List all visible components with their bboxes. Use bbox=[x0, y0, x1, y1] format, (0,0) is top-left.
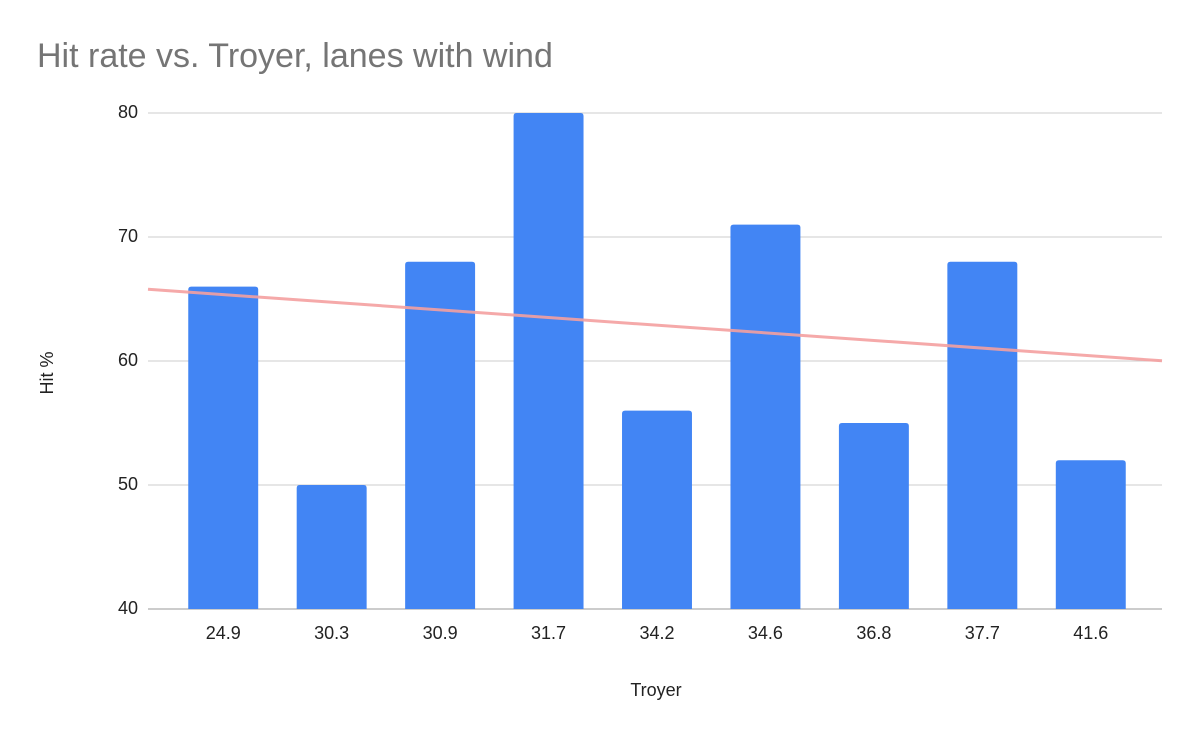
trendline bbox=[147, 287, 1163, 363]
bar bbox=[296, 485, 367, 609]
bar bbox=[188, 286, 259, 609]
bar bbox=[405, 261, 476, 609]
bar bbox=[947, 261, 1018, 609]
x-tick-label: 36.8 bbox=[856, 623, 891, 643]
bar bbox=[730, 224, 801, 609]
y-axis-label: Hit % bbox=[37, 351, 57, 394]
x-axis-label: Troyer bbox=[630, 680, 681, 700]
x-tick-label: 30.9 bbox=[423, 623, 458, 643]
y-tick-label: 80 bbox=[118, 102, 138, 122]
x-tick-label: 41.6 bbox=[1073, 623, 1108, 643]
x-tick-label: 24.9 bbox=[206, 623, 241, 643]
y-tick-label: 50 bbox=[118, 474, 138, 494]
x-tick-label: 34.6 bbox=[748, 623, 783, 643]
y-tick-label: 60 bbox=[118, 350, 138, 370]
x-tick-label: 34.2 bbox=[639, 623, 674, 643]
x-tick-label: 30.3 bbox=[314, 623, 349, 643]
x-tick-label: 37.7 bbox=[965, 623, 1000, 643]
y-tick-label: 70 bbox=[118, 226, 138, 246]
bar bbox=[838, 423, 909, 609]
bar bbox=[622, 410, 692, 609]
bar bbox=[513, 113, 584, 609]
bar bbox=[1055, 460, 1126, 609]
x-tick-label: 31.7 bbox=[531, 623, 566, 643]
chart-title: Hit rate vs. Troyer, lanes with wind bbox=[37, 37, 553, 75]
y-tick-label: 40 bbox=[118, 598, 138, 618]
